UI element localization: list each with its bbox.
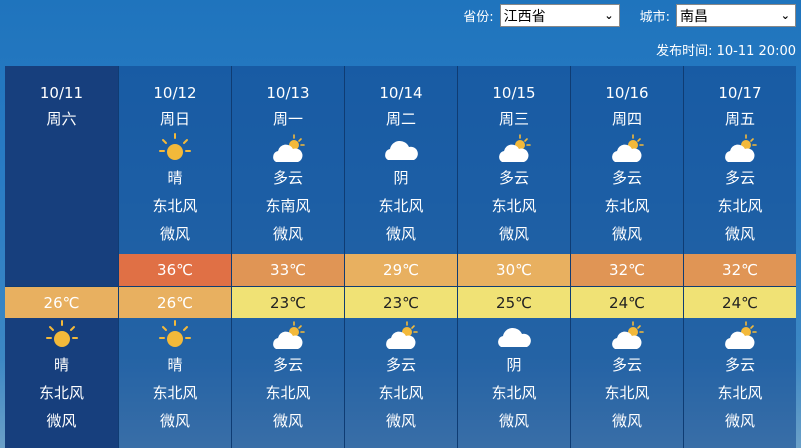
- day-column: 10/12 周日 晴 东北风 微风 36℃ 26℃ 晴 东北风 微风: [118, 66, 231, 448]
- publish-time: 发布时间: 10-11 20:00: [656, 40, 796, 59]
- weekday: 周六: [46, 110, 77, 128]
- wind-force: 微风: [498, 225, 529, 243]
- wind-force: 微风: [46, 412, 77, 430]
- low-temp: 23℃: [232, 286, 344, 318]
- partly-cloudy-icon: [232, 319, 344, 353]
- partly-cloudy-icon: [458, 132, 570, 166]
- day-column: 10/15 周三 多云 东北风 微风 30℃ 25℃ 阴 东北风 微风: [457, 66, 570, 448]
- partly-cloudy-icon: [571, 319, 683, 353]
- wind-force: 微风: [385, 225, 416, 243]
- wind-direction: 东北风: [604, 384, 650, 402]
- weather: 多云: [611, 356, 642, 374]
- city-select[interactable]: 南昌 ⌄: [676, 4, 796, 27]
- weather: 晴: [167, 356, 183, 374]
- wind-force: 微风: [724, 412, 755, 430]
- date: 10/17: [718, 84, 762, 102]
- low-temp: 26℃: [5, 286, 118, 318]
- location-selector: 省份: 江西省 ⌄ 城市: 南昌 ⌄: [463, 4, 796, 27]
- wind-force: 微风: [272, 412, 303, 430]
- partly-cloudy-icon: [345, 319, 457, 353]
- weather: 阴: [506, 356, 522, 374]
- day-column: 10/13 周一 多云 东南风 微风 33℃ 23℃ 多云 东北风 微风: [231, 66, 344, 448]
- weather: 多云: [272, 169, 303, 187]
- weather: 多云: [611, 169, 642, 187]
- city-value: 南昌: [680, 8, 708, 25]
- weekday: 周三: [498, 110, 529, 128]
- date: 10/11: [39, 84, 84, 102]
- low-temp: 26℃: [119, 286, 231, 318]
- day-column: 10/17 周五 多云 东北风 微风 32℃ 24℃ 多云 东北风 微风: [683, 66, 796, 448]
- sun-icon: [119, 319, 231, 353]
- wind-force: 微风: [159, 412, 190, 430]
- date: 10/16: [605, 84, 649, 102]
- wind-direction: 东北风: [152, 197, 198, 215]
- partly-cloudy-icon: [684, 319, 796, 353]
- weekday: 周五: [724, 110, 755, 128]
- wind-force: 微风: [272, 225, 303, 243]
- weekday: 周四: [611, 110, 642, 128]
- weather: 多云: [498, 169, 529, 187]
- partly-cloudy-icon: [684, 132, 796, 166]
- wind-direction: 东南风: [265, 197, 311, 215]
- wind-direction: 东北风: [38, 384, 84, 402]
- wind-force: 微风: [498, 412, 529, 430]
- high-temp: 36℃: [119, 254, 231, 286]
- chevron-down-icon: ⌄: [780, 9, 790, 22]
- day-column: 10/11 周六 26℃ 晴 东北风 微风: [5, 66, 118, 448]
- chevron-down-icon: ⌄: [604, 9, 614, 22]
- province-select[interactable]: 江西省 ⌄: [499, 4, 620, 27]
- high-temp: 29℃: [345, 254, 457, 286]
- date: 10/14: [379, 84, 423, 102]
- date: 10/13: [266, 84, 310, 102]
- partly-cloudy-icon: [232, 132, 344, 166]
- province-label: 省份:: [463, 10, 494, 25]
- weekday: 周一: [272, 110, 303, 128]
- publish-label: 发布时间:: [656, 44, 713, 59]
- province-value: 江西省: [503, 8, 546, 25]
- day-column: 10/16 周四 多云 东北风 微风 32℃ 24℃ 多云 东北风 微风: [570, 66, 683, 448]
- wind-direction: 东北风: [491, 384, 537, 402]
- low-temp: 24℃: [571, 286, 683, 318]
- weather: 多云: [272, 356, 303, 374]
- high-temp: 32℃: [571, 254, 683, 286]
- weather: 多云: [724, 356, 755, 374]
- sun-icon: [119, 132, 231, 166]
- wind-direction: 东北风: [717, 197, 763, 215]
- cloud-icon: [458, 319, 570, 353]
- high-temp: 33℃: [232, 254, 344, 286]
- low-temp: 23℃: [345, 286, 457, 318]
- date: 10/12: [153, 84, 197, 102]
- wind-direction: 东北风: [604, 197, 650, 215]
- date: 10/15: [492, 84, 536, 102]
- weekday: 周二: [385, 110, 416, 128]
- weather: 阴: [393, 169, 409, 187]
- partly-cloudy-icon: [571, 132, 683, 166]
- weather: 多云: [724, 169, 755, 187]
- publish-time-value: 10-11 20:00: [716, 44, 796, 59]
- day-column: 10/14 周二 阴 东北风 微风 29℃ 23℃ 多云 东北风 微风: [344, 66, 457, 448]
- cloud-icon: [345, 132, 457, 166]
- weather: 晴: [167, 169, 183, 187]
- high-temp: 30℃: [458, 254, 570, 286]
- wind-direction: 东北风: [265, 384, 311, 402]
- wind-direction: 东北风: [717, 384, 763, 402]
- wind-force: 微风: [385, 412, 416, 430]
- sun-icon: [5, 319, 118, 353]
- wind-direction: 东北风: [152, 384, 198, 402]
- low-temp: 24℃: [684, 286, 796, 318]
- wind-force: 微风: [724, 225, 755, 243]
- wind-force: 微风: [611, 225, 642, 243]
- weather: 多云: [385, 356, 416, 374]
- forecast-table: 10/11 周六 26℃ 晴 东北风 微风 10/12 周日 晴 东北风 微风 36℃…: [5, 66, 796, 448]
- wind-direction: 东北风: [378, 384, 424, 402]
- wind-force: 微风: [611, 412, 642, 430]
- weather: 晴: [53, 356, 69, 374]
- wind-direction: 东北风: [491, 197, 537, 215]
- weekday: 周日: [159, 110, 190, 128]
- high-temp: 32℃: [684, 254, 796, 286]
- city-label: 城市:: [639, 10, 670, 25]
- wind-force: 微风: [159, 225, 190, 243]
- wind-direction: 东北风: [378, 197, 424, 215]
- low-temp: 25℃: [458, 286, 570, 318]
